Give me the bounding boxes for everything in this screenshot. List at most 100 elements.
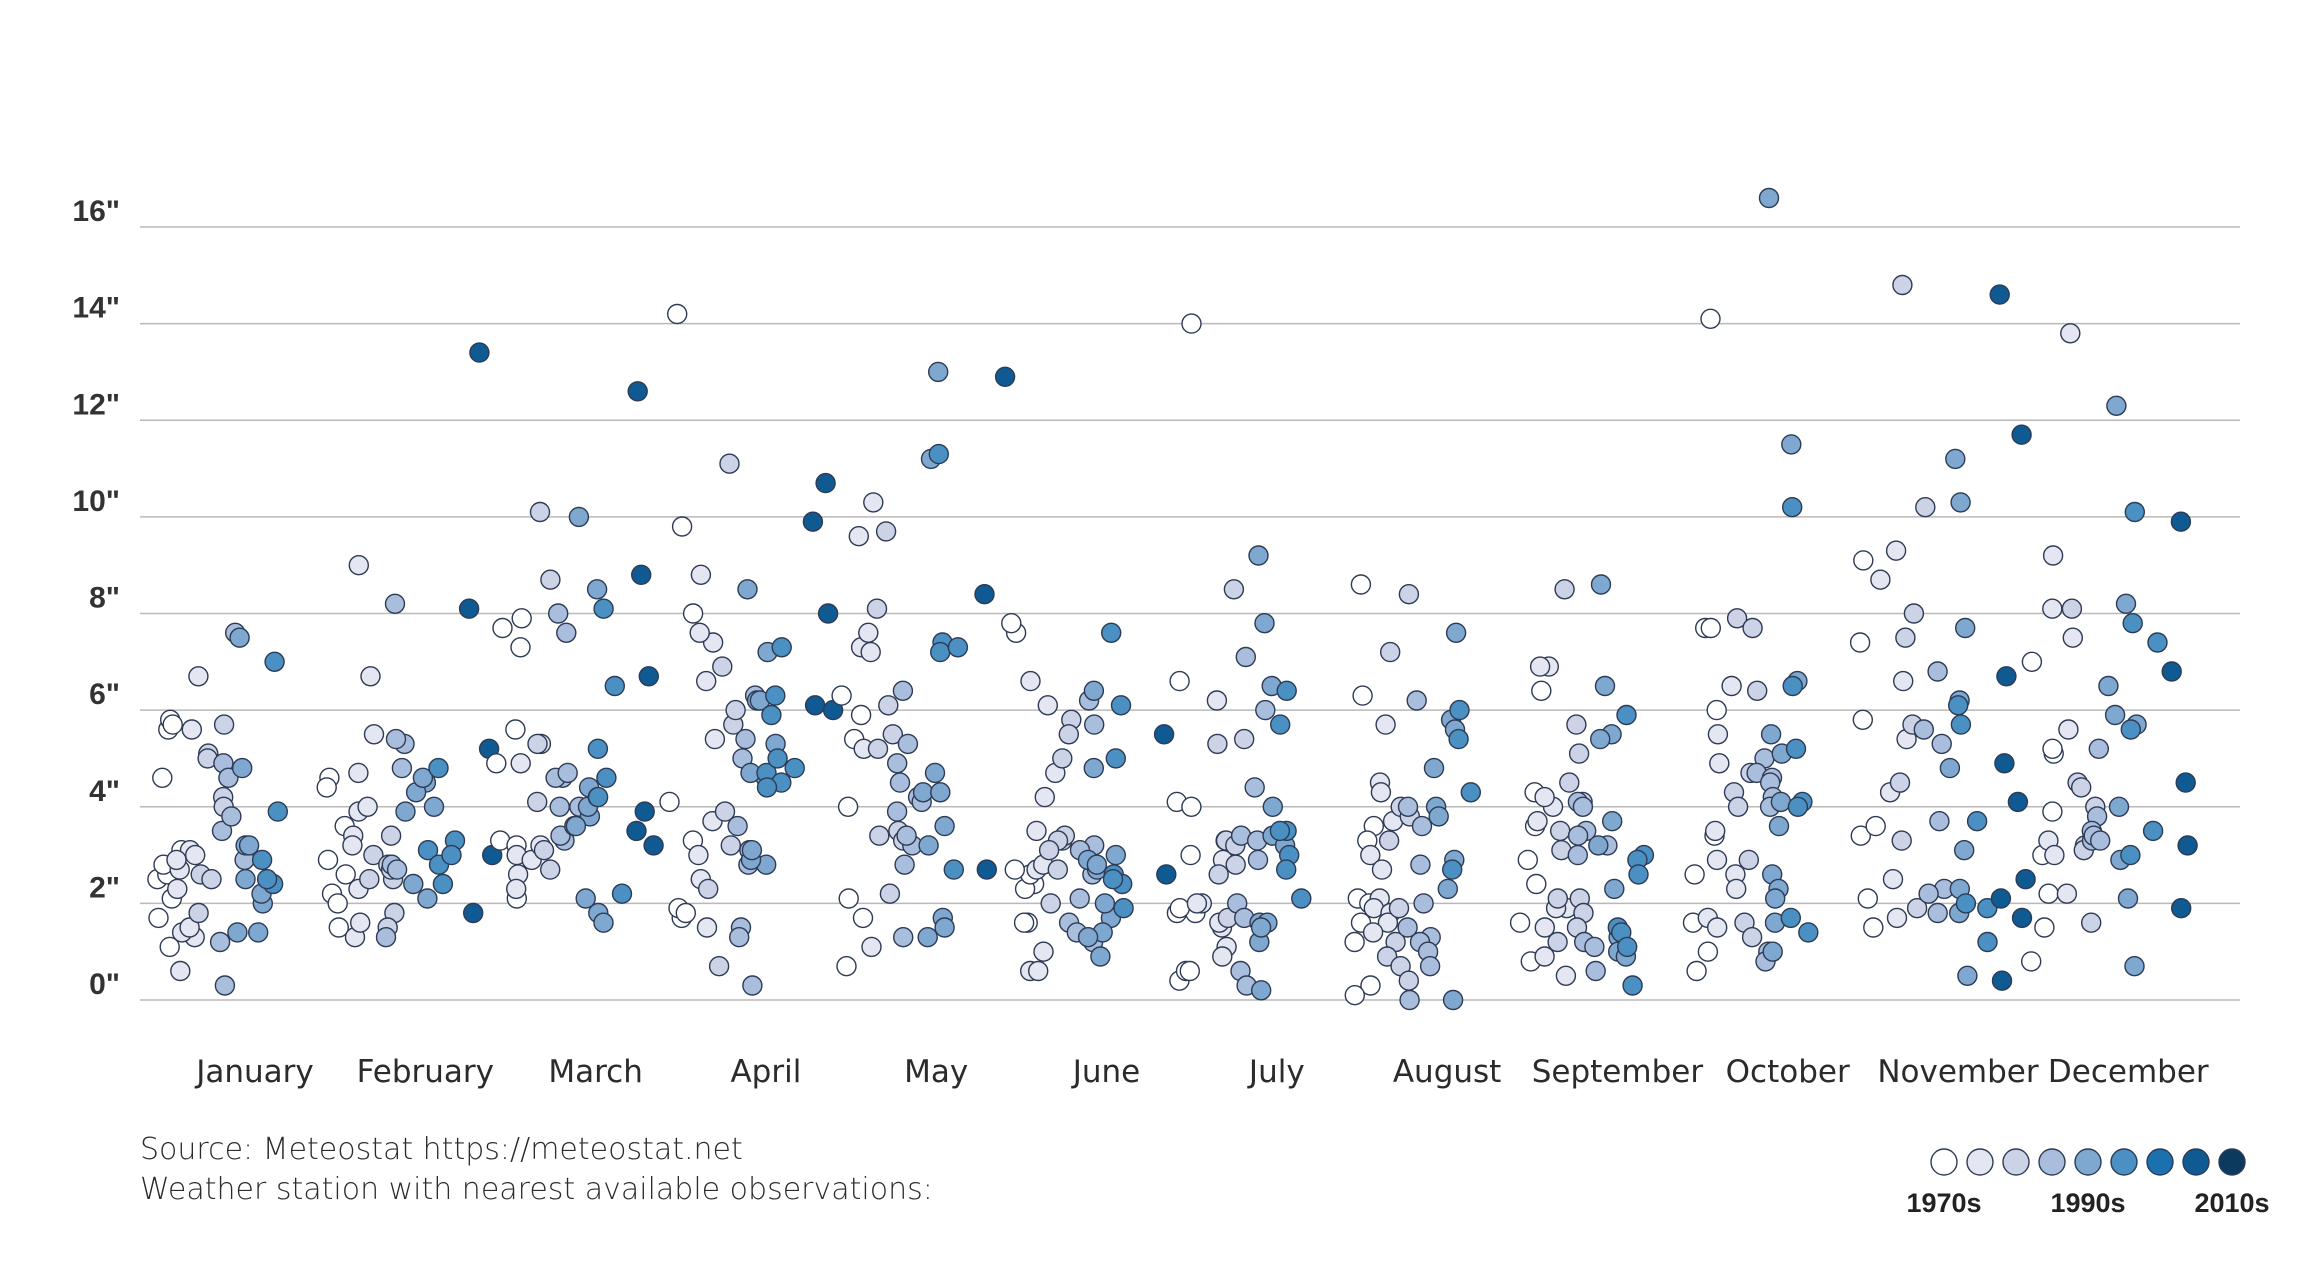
data-point	[863, 492, 884, 513]
data-point	[403, 873, 424, 895]
data-point	[1083, 757, 1105, 779]
data-point	[1953, 840, 1975, 861]
data-point	[1344, 931, 1365, 953]
data-point	[549, 796, 570, 817]
data-point	[1559, 772, 1580, 793]
data-point	[527, 733, 548, 755]
data-point	[976, 859, 997, 880]
y-tick-label: 12"	[72, 388, 120, 421]
data-point	[1223, 579, 1245, 600]
data-point	[1781, 434, 1802, 455]
data-point	[533, 840, 555, 861]
data-point	[1707, 724, 1729, 745]
data-point	[1517, 849, 1539, 871]
data-point	[1100, 622, 1122, 643]
data-point	[348, 555, 369, 576]
data-point	[1594, 675, 1616, 697]
data-point	[1760, 724, 1782, 745]
data-point	[671, 516, 693, 537]
data-point	[1169, 898, 1191, 919]
legend-label: 1990s	[2050, 1188, 2125, 1218]
data-point	[1207, 733, 1228, 755]
data-point	[2061, 598, 2083, 619]
legend-swatch	[1966, 1148, 1994, 1176]
data-point	[2120, 844, 2141, 866]
data-point	[1248, 545, 1269, 566]
data-point	[1780, 907, 1802, 929]
legend-label: 1970s	[1906, 1188, 1981, 1218]
data-point	[858, 622, 879, 643]
data-point	[784, 757, 805, 779]
data-point	[2124, 501, 2146, 523]
data-point	[188, 902, 209, 924]
x-tick-label-february: February	[357, 1054, 494, 1090]
data-point	[1686, 960, 1707, 982]
data-point	[1991, 970, 2013, 991]
data-point	[1534, 786, 1555, 808]
data-point	[767, 748, 788, 769]
data-point	[486, 753, 507, 774]
data-point	[886, 801, 908, 822]
data-point	[238, 835, 260, 856]
data-point	[1423, 757, 1445, 779]
data-point	[1360, 975, 1381, 996]
data-point	[725, 699, 746, 721]
data-point	[1927, 661, 1948, 682]
data-point	[1102, 869, 1124, 890]
data-point	[1398, 970, 1420, 991]
data-point	[327, 893, 348, 914]
data-point	[1033, 941, 1054, 962]
data-point	[1397, 917, 1418, 938]
data-point	[1180, 844, 1201, 866]
data-point	[511, 608, 532, 629]
data-point	[2011, 907, 2033, 929]
data-point	[974, 584, 995, 605]
data-point	[1954, 617, 1976, 639]
data-point	[1527, 811, 1548, 832]
y-tick-label: 2"	[89, 871, 120, 904]
data-point	[1225, 854, 1246, 875]
data-point	[1047, 859, 1069, 880]
data-point	[1768, 815, 1790, 837]
data-point	[2161, 661, 2182, 682]
data-point	[1994, 753, 2015, 774]
data-point	[586, 579, 608, 600]
data-point	[1375, 714, 1396, 735]
data-point	[1913, 719, 1935, 740]
data-point	[2170, 898, 2192, 919]
data-point	[831, 685, 852, 706]
data-point	[1181, 796, 1202, 817]
data-point	[1352, 685, 1373, 706]
data-point	[1863, 917, 1884, 938]
legend-swatch	[2110, 1148, 2138, 1176]
y-tick-label: 16"	[72, 195, 120, 228]
data-point	[214, 975, 236, 996]
data-point	[924, 762, 946, 784]
data-point	[1966, 811, 1988, 832]
data-point	[1770, 791, 1792, 813]
data-point	[1903, 603, 1925, 624]
data-point	[1445, 622, 1467, 643]
data-point	[696, 670, 717, 692]
data-point	[2089, 830, 2111, 851]
data-point	[604, 675, 625, 697]
data-point	[540, 569, 561, 590]
data-point	[1460, 782, 1482, 803]
data-point	[720, 835, 741, 856]
data-point	[1889, 772, 1911, 793]
data-point	[934, 917, 955, 938]
data-point	[1077, 927, 1099, 948]
x-tick-label-november: November	[1877, 1054, 2039, 1090]
data-point	[264, 651, 285, 672]
data-points	[147, 187, 2198, 1011]
data-point	[994, 366, 1016, 387]
data-point	[1931, 733, 1952, 755]
data-point	[866, 598, 888, 619]
data-point	[1526, 873, 1547, 895]
data-point	[634, 801, 655, 822]
data-point	[550, 825, 571, 846]
x-tick-label-january: January	[194, 1054, 314, 1090]
data-point	[159, 936, 180, 958]
data-point	[897, 733, 919, 755]
data-point	[867, 738, 889, 759]
